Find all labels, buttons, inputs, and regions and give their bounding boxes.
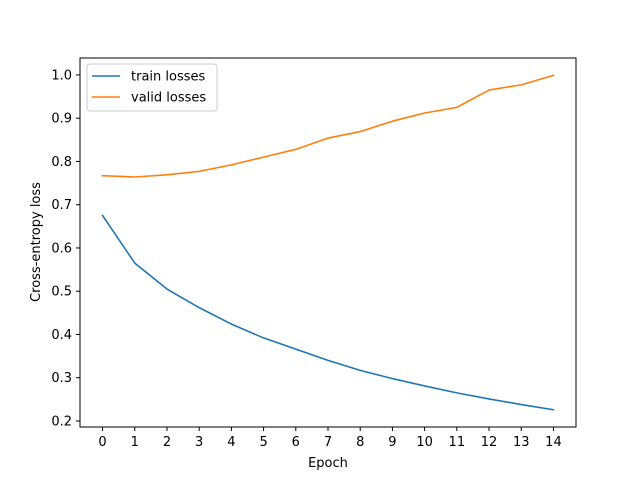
y-tick-label: 0.5 — [51, 285, 72, 300]
y-tick-label: 0.7 — [51, 198, 72, 213]
y-tick-label: 0.6 — [51, 241, 72, 256]
x-tick-label: 11 — [449, 435, 466, 450]
x-axis-ticks: 0 1 2 3 4 5 6 7 8 9 10 11 12 13 14 — [98, 427, 562, 450]
y-tick-label: 0.2 — [51, 414, 72, 429]
x-tick-label: 10 — [416, 435, 433, 450]
legend: train losses valid losses — [86, 63, 218, 112]
series-line-1 — [101, 74, 555, 178]
series-line-0 — [101, 214, 555, 411]
y-tick-label: 0.4 — [51, 328, 72, 343]
x-tick-label: 9 — [388, 435, 396, 450]
y-tick-label: 0.3 — [51, 371, 72, 386]
x-tick-label: 2 — [163, 435, 171, 450]
x-tick-label: 14 — [545, 435, 562, 450]
series-layer — [101, 74, 555, 411]
x-tick-label: 7 — [324, 435, 332, 450]
y-axis-ticks: 0.2 0.3 0.4 0.5 0.6 0.7 0.8 0.9 1.0 — [51, 68, 80, 429]
x-tick-label: 8 — [356, 435, 364, 450]
legend-label-0: train losses — [131, 70, 206, 85]
x-tick-label: 13 — [513, 435, 530, 450]
y-tick-label: 0.9 — [51, 112, 72, 127]
legend-label-1: valid losses — [131, 91, 206, 106]
y-axis-label: Cross-entropy loss — [29, 182, 44, 302]
x-tick-label: 12 — [481, 435, 498, 450]
y-tick-label: 1.0 — [51, 68, 72, 83]
x-tick-label: 4 — [227, 435, 235, 450]
x-tick-label: 0 — [98, 435, 106, 450]
y-tick-label: 0.8 — [51, 155, 72, 170]
x-tick-label: 1 — [131, 435, 139, 450]
x-tick-label: 6 — [292, 435, 300, 450]
x-tick-label: 5 — [259, 435, 267, 450]
x-axis-label: Epoch — [308, 456, 348, 471]
x-tick-label: 3 — [195, 435, 203, 450]
